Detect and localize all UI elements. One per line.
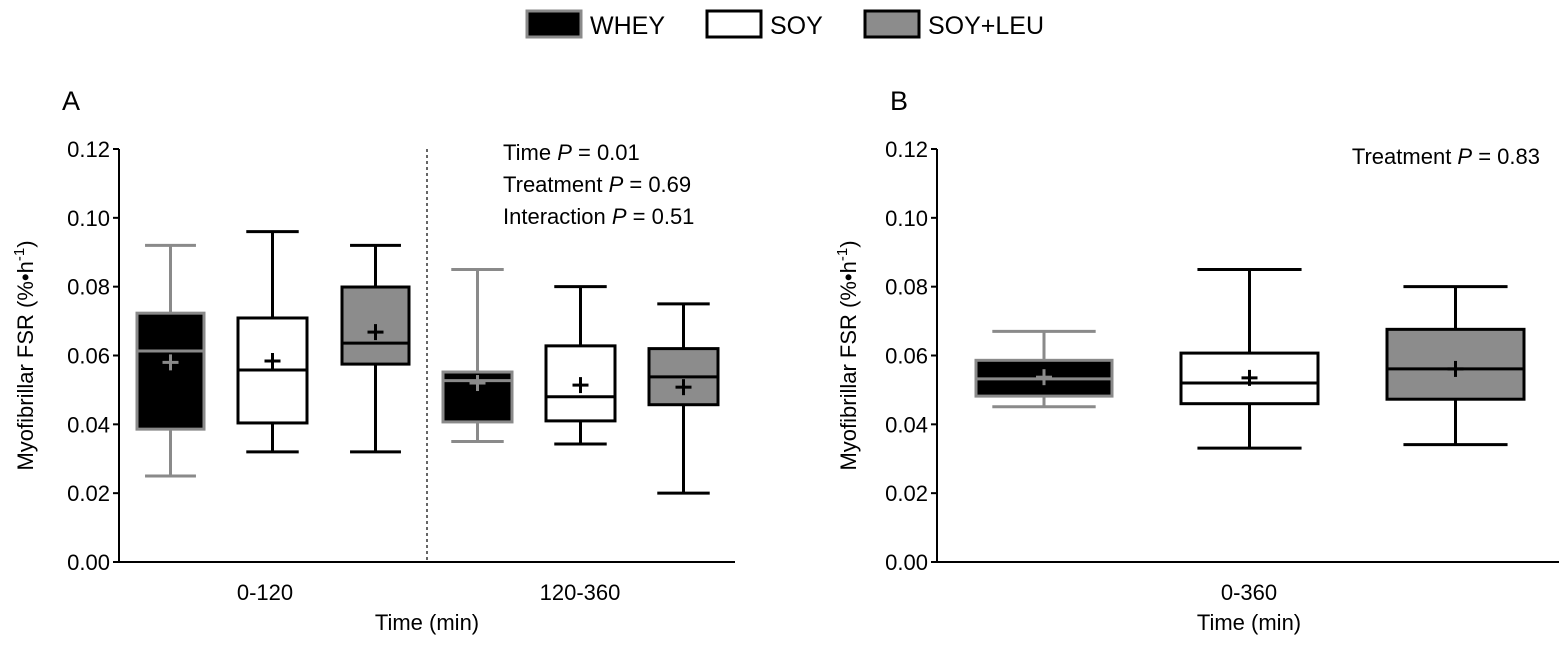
category-label: 0-120 [237,580,293,605]
legend-label: SOY+LEU [928,12,1044,40]
box-soy-120-360 [544,285,617,446]
annotation-p: P [1457,144,1472,169]
panel-label: A [62,86,80,116]
y-tick-label: 0.10 [67,206,110,231]
legend-item-soy-leu: SOY+LEU [863,9,1044,40]
box-whey-120-360 [441,267,514,444]
box-soy-0-360 [1179,267,1320,450]
x-axis-label: Time (min) [375,610,479,635]
y-axis-label-end: ) [13,240,38,247]
box-soy-leu-0-120 [340,243,411,454]
legend-item-soy: SOY [705,9,823,40]
p-value-annotation: Time P = 0.01 [503,140,640,165]
box-soy-0-120 [236,230,309,454]
annotation-suffix: = 0.51 [627,204,695,229]
annotation-suffix: = 0.69 [623,172,691,197]
panel-a: A 0.00 0.02 0.04 0.06 0.08 0.10 0.12 Myofibrilla… [11,86,735,635]
annotation-p: P [609,172,624,197]
y-tick-label: 0.04 [67,412,110,437]
annotation-p: P [612,204,627,229]
y-tick-label: 0.00 [885,550,928,575]
p-value-annotation: Treatment P = 0.83 [1352,144,1540,169]
legend-swatch [705,9,763,39]
annotation-suffix: = 0.01 [572,140,640,165]
y-tick-label: 0.08 [885,275,928,300]
annotation-prefix: Time [503,140,557,165]
panel-label: B [890,86,908,116]
x-axis-label: Time (min) [1197,610,1301,635]
y-tick-label: 0.04 [885,412,928,437]
box-soy-leu-0-360 [1385,285,1526,447]
box-soy-leu-120-360 [647,302,720,495]
category-label: 0-360 [1221,580,1277,605]
y-axis-label: Myofibrillar FSR (%•h-1) [834,240,861,470]
legend-item-whey: WHEY [525,9,665,40]
y-tick-label: 0.02 [67,481,110,506]
box-whey-0-120 [135,243,206,478]
y-axis-label-end: ) [836,240,861,247]
y-tick-label: 0.06 [885,344,928,369]
y-tick-label: 0.08 [67,275,110,300]
legend-swatch [525,9,583,39]
box-iqr [135,311,206,431]
y-tick-label: 0.02 [885,481,928,506]
panel-b: B 0.00 0.02 0.04 0.06 0.08 0.10 0.12 Myofibrilla… [834,86,1559,635]
legend-label: SOY [770,12,823,40]
legend-swatch [863,9,921,39]
annotation-prefix: Treatment [1352,144,1458,169]
y-axis-label-main: Myofibrillar FSR (%•h [836,261,861,470]
annotation-prefix: Treatment [503,172,609,197]
y-axis-label-sup: -1 [11,248,28,261]
y-tick-label: 0.06 [67,344,110,369]
y-tick-label: 0.12 [67,137,110,162]
y-axis-label: Myofibrillar FSR (%•h-1) [11,240,38,470]
annotation-suffix: = 0.83 [1472,144,1540,169]
p-value-annotation: Interaction P = 0.51 [503,204,694,229]
annotation-p: P [557,140,572,165]
category-label: 120-360 [540,580,621,605]
y-tick-label: 0.00 [67,550,110,575]
y-tick-label: 0.12 [885,137,928,162]
box-whey-0-360 [974,329,1114,409]
annotation-prefix: Interaction [503,204,612,229]
legend-label: WHEY [590,12,665,40]
y-axis-label-main: Myofibrillar FSR (%•h [13,261,38,470]
y-axis-label-sup: -1 [834,248,851,261]
legend: WHEY SOY SOY+LEU [525,9,1044,40]
y-tick-label: 0.10 [885,206,928,231]
p-value-annotation: Treatment P = 0.69 [503,172,691,197]
